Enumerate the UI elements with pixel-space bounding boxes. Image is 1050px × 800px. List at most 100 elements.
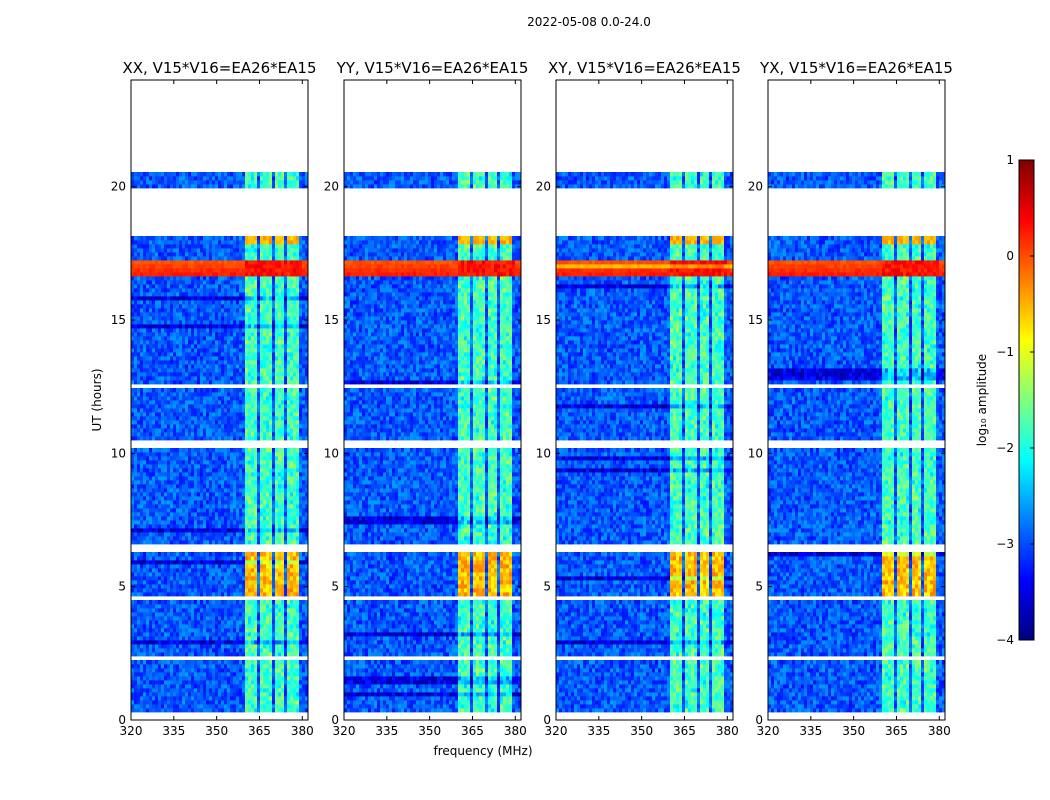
- heatmap-cell: [299, 684, 302, 688]
- heatmap-cell: [161, 604, 164, 608]
- heatmap-cell: [137, 672, 140, 676]
- heatmap-cell: [236, 640, 239, 644]
- heatmap-cell: [224, 688, 227, 692]
- heatmap-cell: [194, 700, 197, 704]
- heatmap-cell: [179, 700, 182, 704]
- heatmap-cell: [245, 628, 248, 632]
- heatmap-cell: [263, 608, 266, 612]
- heatmap-cell: [152, 668, 155, 672]
- heatmap-cell: [185, 676, 188, 680]
- heatmap-cell: [233, 616, 236, 620]
- heatmap-cell: [188, 688, 191, 692]
- heatmap-cell: [161, 600, 164, 604]
- heatmap-cell: [200, 600, 203, 604]
- heatmap-cell: [152, 664, 155, 668]
- heatmap-cell: [284, 652, 287, 656]
- heatmap-cell: [254, 600, 257, 604]
- heatmap-cell: [290, 620, 293, 624]
- heatmap-cell: [278, 688, 281, 692]
- heatmap-cell: [134, 652, 137, 656]
- heatmap-cell: [236, 696, 239, 700]
- heatmap-cell: [302, 608, 305, 612]
- heatmap-cell: [296, 684, 299, 688]
- heatmap-cell: [212, 640, 215, 644]
- heatmap-cell: [137, 700, 140, 704]
- heatmap-cell: [293, 604, 296, 608]
- heatmap-cell: [266, 676, 269, 680]
- heatmap-cell: [260, 700, 263, 704]
- heatmap-cell: [242, 608, 245, 612]
- heatmap-cell: [182, 692, 185, 696]
- heatmap-cell: [197, 628, 200, 632]
- heatmap-cell: [257, 640, 260, 644]
- heatmap-cell: [206, 608, 209, 612]
- heatmap-cell: [176, 640, 179, 644]
- heatmap-cell: [299, 704, 302, 708]
- heatmap-cell: [251, 648, 254, 652]
- heatmap-cell: [269, 604, 272, 608]
- heatmap-cell: [248, 704, 251, 708]
- heatmap-cell: [251, 640, 254, 644]
- heatmap-cell: [275, 644, 278, 648]
- heatmap-cell: [290, 660, 293, 664]
- heatmap-cell: [215, 708, 218, 712]
- heatmap-cell: [254, 684, 257, 688]
- heatmap-cell: [239, 616, 242, 620]
- heatmap-cell: [224, 600, 227, 604]
- heatmap-cell: [167, 684, 170, 688]
- heatmap-cell: [215, 600, 218, 604]
- heatmap-cell: [260, 680, 263, 684]
- heatmap-cell: [230, 660, 233, 664]
- heatmap-cell: [176, 688, 179, 692]
- heatmap-cell: [146, 700, 149, 704]
- heatmap-cell: [227, 600, 230, 604]
- heatmap-cell: [230, 648, 233, 652]
- heatmap-cell: [143, 660, 146, 664]
- heatmap-cell: [233, 676, 236, 680]
- heatmap-cell: [269, 708, 272, 712]
- heatmap-cell: [257, 604, 260, 608]
- heatmap-cell: [278, 652, 281, 656]
- heatmap-cell: [290, 684, 293, 688]
- heatmap-cell: [146, 680, 149, 684]
- heatmap-cell: [227, 616, 230, 620]
- heatmap-cell: [275, 708, 278, 712]
- heatmap-cell: [146, 640, 149, 644]
- heatmap-cell: [254, 608, 257, 612]
- heatmap-cell: [176, 620, 179, 624]
- heatmap-cell: [131, 624, 134, 628]
- heatmap-cell: [146, 620, 149, 624]
- heatmap-cell: [170, 608, 173, 612]
- heatmap-cell: [302, 672, 305, 676]
- heatmap-cell: [254, 676, 257, 680]
- heatmap-cell: [254, 612, 257, 616]
- heatmap-cell: [197, 608, 200, 612]
- heatmap-cell: [302, 668, 305, 672]
- heatmap-cell: [293, 708, 296, 712]
- heatmap-cell: [236, 612, 239, 616]
- heatmap-cell: [275, 660, 278, 664]
- heatmap-cell: [197, 612, 200, 616]
- heatmap-cell: [272, 704, 275, 708]
- heatmap-cell: [203, 624, 206, 628]
- heatmap-cell: [155, 684, 158, 688]
- heatmap-cell: [131, 696, 134, 700]
- heatmap-cell: [173, 632, 176, 636]
- heatmap-cell: [206, 624, 209, 628]
- heatmap-cell: [269, 636, 272, 640]
- heatmap-cell: [143, 700, 146, 704]
- heatmap-cell: [227, 700, 230, 704]
- heatmap-cell: [197, 704, 200, 708]
- heatmap-cell: [275, 700, 278, 704]
- heatmap-cell: [296, 644, 299, 648]
- heatmap-cell: [236, 624, 239, 628]
- heatmap-cell: [182, 628, 185, 632]
- heatmap-cell: [221, 632, 224, 636]
- heatmap-cell: [200, 660, 203, 664]
- heatmap-cell: [182, 600, 185, 604]
- heatmap-cell: [233, 644, 236, 648]
- heatmap-cell: [221, 628, 224, 632]
- heatmap-cell: [224, 632, 227, 636]
- heatmap-cell: [140, 684, 143, 688]
- heatmap-cell: [290, 704, 293, 708]
